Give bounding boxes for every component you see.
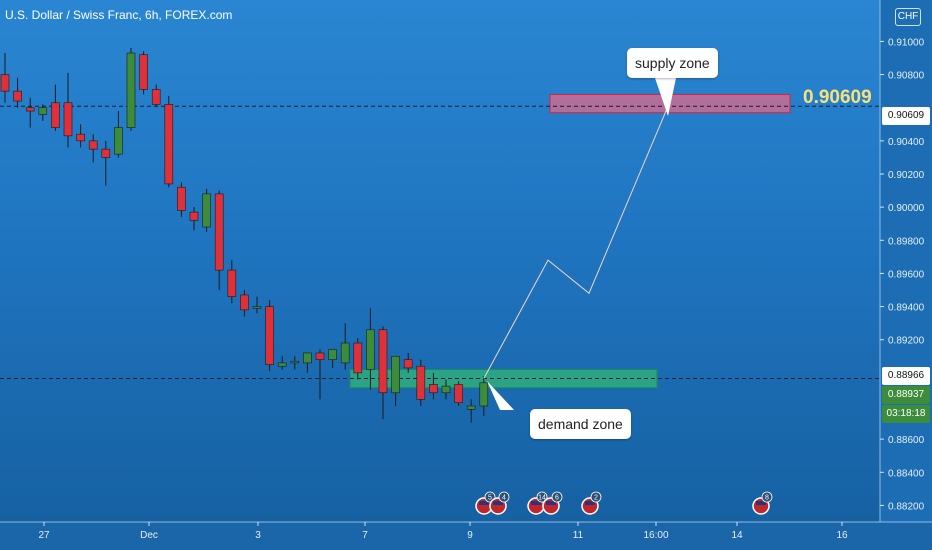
candle-body	[164, 104, 174, 185]
candle-body	[38, 107, 48, 115]
event-count-badge	[498, 491, 510, 503]
candle-body	[441, 385, 451, 394]
target-price-label: 0.90609	[803, 87, 872, 108]
candle-body	[189, 211, 199, 221]
event-flag-stripe	[531, 501, 541, 505]
candle-body	[202, 193, 211, 228]
candle-body	[265, 306, 274, 365]
x-tick-label: 7	[362, 530, 368, 541]
y-tick-label: 0.88600	[888, 435, 925, 446]
candle-body	[25, 107, 35, 112]
price-axis	[880, 0, 932, 550]
y-tick-label: 0.90200	[888, 170, 925, 181]
candle-body	[328, 349, 337, 360]
event-flag-stripe	[479, 501, 489, 505]
x-tick-label: 3	[255, 530, 261, 541]
y-tick-label: 0.90800	[888, 71, 925, 82]
event-flag-stripe	[585, 501, 595, 505]
demand-zone-callout: demand zone	[530, 409, 631, 439]
candle-body	[13, 90, 22, 102]
candle-body	[51, 102, 60, 128]
y-tick-label: 0.90400	[888, 137, 925, 148]
event-count-label: 8	[765, 495, 769, 502]
candle-body	[466, 405, 476, 410]
x-tick-label: 11	[573, 530, 584, 541]
chart-title: U.S. Dollar / Swiss Franc, 6h, FOREX.com	[5, 8, 233, 22]
candle-body	[340, 342, 350, 364]
x-tick-label: Dec	[140, 530, 158, 541]
y-tick-label: 0.89200	[888, 336, 925, 347]
candle-body	[403, 359, 413, 369]
event-count-label: 5	[488, 495, 492, 502]
projection-path	[483, 106, 669, 379]
candle-body	[139, 54, 148, 90]
x-tick-label: 14	[731, 530, 743, 541]
event-count-badge	[536, 491, 548, 503]
event-flag-stripe	[756, 501, 766, 505]
y-tick-label: 0.91000	[888, 37, 925, 48]
price-tag-target: 0.90609	[882, 107, 930, 125]
candle-body	[214, 193, 224, 271]
event-count-badge	[590, 491, 602, 503]
candle-body	[101, 148, 111, 158]
candle-body	[315, 352, 325, 360]
supply-zone-callout: supply zone	[627, 48, 718, 78]
event-count-label: 4	[502, 495, 506, 502]
candle-body	[277, 362, 287, 367]
demand-callout-pointer	[487, 381, 514, 410]
x-tick-label: 16:00	[643, 530, 668, 541]
candle-body	[0, 74, 10, 92]
candle-body	[391, 355, 400, 394]
candle-body	[114, 127, 123, 155]
x-tick-label: 9	[467, 530, 473, 541]
candle-body	[429, 384, 438, 394]
candle-body	[88, 140, 98, 150]
candle-body	[454, 384, 463, 403]
candle-body	[63, 102, 73, 137]
y-tick-label: 0.89800	[888, 236, 925, 247]
currency-button[interactable]: CHF	[895, 8, 921, 26]
candle-body	[76, 133, 85, 142]
y-tick-label: 0.88400	[888, 468, 925, 479]
x-tick-label: 16	[836, 530, 848, 541]
event-count-badge	[551, 491, 563, 503]
candle-body	[353, 342, 363, 374]
candle-body	[126, 52, 136, 128]
candle-body	[290, 360, 300, 364]
candle-body	[479, 382, 489, 407]
y-tick-label: 0.89600	[888, 269, 925, 280]
y-tick-label: 0.89400	[888, 303, 925, 314]
event-count-label: 6	[555, 495, 559, 502]
candle-body	[366, 329, 375, 370]
candle-body	[177, 186, 186, 211]
event-count-label: 14	[538, 495, 546, 502]
event-count-badge	[761, 491, 773, 503]
candle-body	[378, 329, 388, 394]
price-tag-last: 0.88937	[882, 386, 930, 404]
x-tick-label: 27	[38, 530, 50, 541]
candle-body	[416, 365, 426, 400]
candle-body	[151, 89, 161, 105]
event-count-label: 2	[594, 495, 598, 502]
y-tick-label: 0.88200	[888, 501, 925, 512]
event-flag-stripe	[546, 501, 556, 505]
event-flag-stripe	[493, 501, 503, 505]
time-axis	[0, 522, 932, 550]
supply-callout-pointer	[655, 78, 676, 116]
y-tick-label: 0.90000	[888, 203, 925, 214]
candle-body	[227, 269, 237, 297]
candle-body	[240, 294, 249, 311]
countdown-tag: 03:18:18	[882, 405, 930, 423]
price-tag-level: 0.88966	[882, 367, 930, 385]
candle-body	[303, 352, 312, 364]
candle-body	[252, 306, 262, 309]
